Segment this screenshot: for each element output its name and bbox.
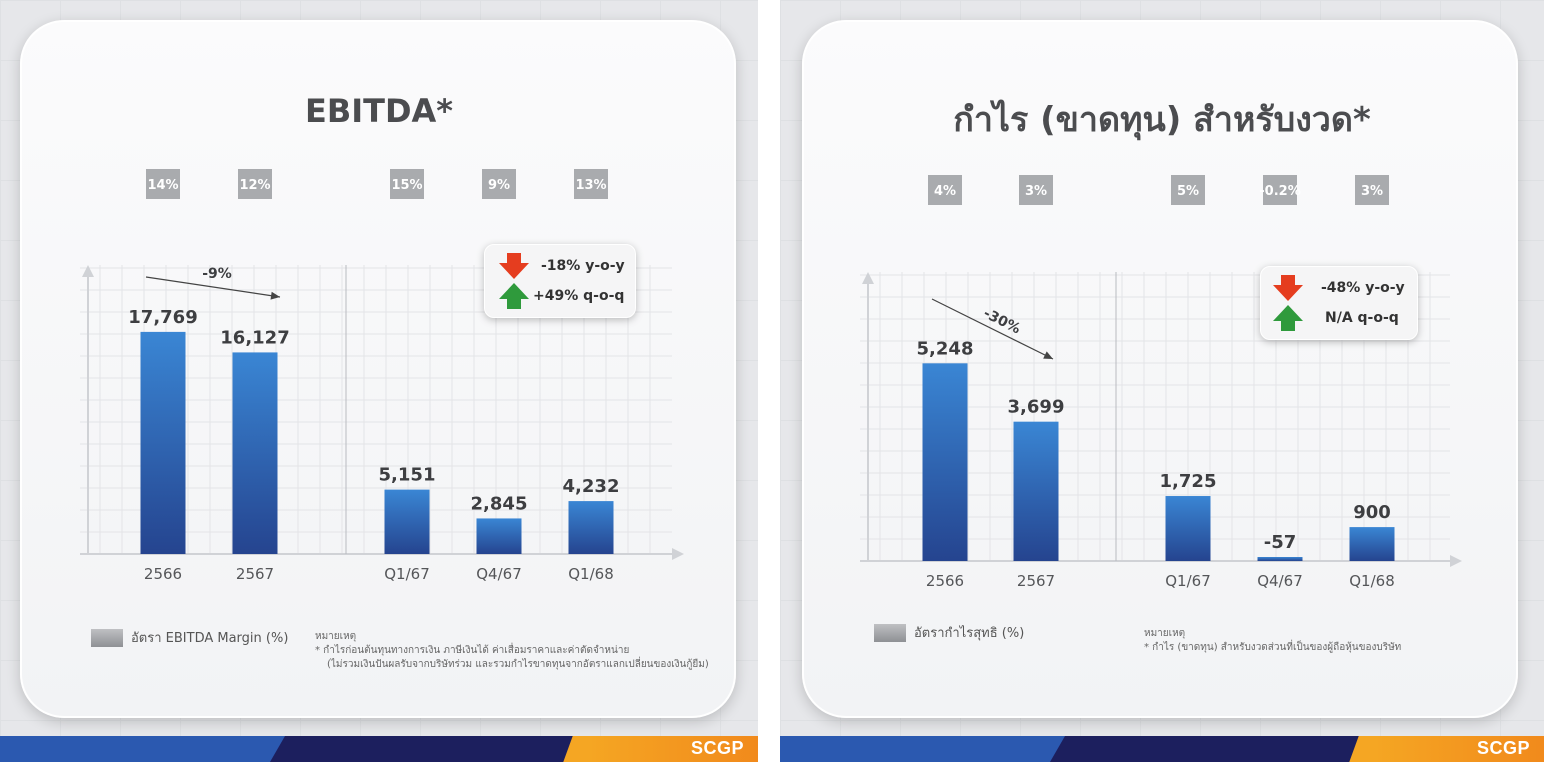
margin-label: 9% xyxy=(488,178,510,193)
arrow-down-icon xyxy=(499,253,529,279)
brand-logo: SCGP xyxy=(690,738,744,758)
category-label: Q4/67 xyxy=(1257,572,1303,590)
bar xyxy=(476,518,522,554)
data-label: 4,232 xyxy=(563,476,620,497)
data-label: 900 xyxy=(1353,502,1391,523)
footer-bar: SCGP xyxy=(780,736,1544,762)
data-label: 5,151 xyxy=(379,465,436,486)
brand-logo: SCGP xyxy=(1476,738,1530,758)
qoq-change: N/A q-o-q xyxy=(1325,310,1399,326)
margin-box xyxy=(1171,175,1205,205)
y-axis-arrow xyxy=(82,265,94,277)
net-profit-change-callout: -48% y-o-y N/A q-o-q xyxy=(1260,266,1418,340)
margin-label: 15% xyxy=(391,178,422,193)
footnote-line: * กำไร (ขาดทุน) สำหรับงวดส่วนที่เป็นของผ… xyxy=(1144,642,1402,653)
net-profit-legend: อัตรากำไรสุทธิ (%) xyxy=(874,622,1024,643)
ebitda-legend: อัตรา EBITDA Margin (%) xyxy=(91,627,288,648)
bar xyxy=(568,501,614,554)
legend-swatch xyxy=(91,628,123,647)
trend-label: -9% xyxy=(202,266,232,282)
category-label: Q1/68 xyxy=(568,565,614,583)
footnote-line: * กำไรก่อนต้นทุนทางการเงิน ภาษีเงินได้ ค… xyxy=(315,645,630,656)
footnote-heading: หมายเหตุ xyxy=(1144,628,1186,639)
margin-box xyxy=(390,169,424,199)
margin-label: -0.2% xyxy=(1259,184,1300,199)
margin-label: 13% xyxy=(575,178,606,193)
margin-box xyxy=(1263,175,1297,205)
yoy-change: -18% y-o-y xyxy=(541,258,625,274)
yoy-change: -48% y-o-y xyxy=(1321,280,1405,296)
data-label: 2,845 xyxy=(471,493,528,514)
footnote-heading: หมายเหตุ xyxy=(315,631,357,642)
ebitda-chart: 17,769 2566 14% 16,127 2567 12% 5,151 Q1/67 15% 2… xyxy=(80,169,684,583)
category-label: 2566 xyxy=(144,565,182,583)
margin-box xyxy=(574,169,608,199)
x-axis-arrow xyxy=(672,548,684,560)
ebitda-footnote: หมายเหตุ * กำไรก่อนต้นทุนทางการเงิน ภาษี… xyxy=(315,630,709,672)
margin-label: 3% xyxy=(1025,184,1047,199)
margin-box xyxy=(482,169,516,199)
category-label: Q1/67 xyxy=(1165,572,1211,590)
margin-box xyxy=(1355,175,1389,205)
legend-swatch xyxy=(874,623,906,642)
margin-box xyxy=(238,169,272,199)
data-label: 1,725 xyxy=(1160,471,1217,492)
ebitda-change-callout: -18% y-o-y +49% q-o-q xyxy=(484,244,636,318)
bar xyxy=(1165,496,1211,561)
ebitda-title: EBITDA* xyxy=(304,92,454,130)
bar xyxy=(922,363,968,561)
data-label: 17,769 xyxy=(128,307,197,328)
bar xyxy=(1013,421,1059,561)
arrow-down-icon xyxy=(1273,275,1303,301)
legend-label: อัตรากำไรสุทธิ (%) xyxy=(914,626,1025,641)
data-label: 16,127 xyxy=(220,327,289,348)
x-axis-arrow xyxy=(1450,555,1462,567)
bar xyxy=(232,352,278,554)
trend-label: -30% xyxy=(981,305,1023,337)
y-axis-arrow xyxy=(862,272,874,284)
net-profit-panel: กำไร (ขาดทุน) สำหรับงวด* 5,248 2566 4% 3,69… xyxy=(780,0,1544,762)
category-label: 2566 xyxy=(926,572,964,590)
category-label: Q1/67 xyxy=(384,565,430,583)
data-label: 5,248 xyxy=(917,338,974,359)
ebitda-card xyxy=(20,20,736,718)
legend-label: อัตรา EBITDA Margin (%) xyxy=(131,631,289,646)
bar xyxy=(1257,557,1303,561)
margin-box xyxy=(928,175,962,205)
arrow-up-icon xyxy=(1273,305,1303,331)
trend-arrow xyxy=(931,298,1054,360)
bar xyxy=(140,331,186,554)
margin-box xyxy=(146,169,180,199)
margin-label: 4% xyxy=(934,184,956,199)
margin-label: 14% xyxy=(147,178,178,193)
trend-arrowhead xyxy=(270,291,280,300)
net-profit-card xyxy=(802,20,1518,718)
category-label: Q4/67 xyxy=(476,565,522,583)
footnote-line: (ไม่รวมเงินปันผลรับจากบริษัทร่วม และรวมก… xyxy=(327,659,709,670)
net-profit-title: กำไร (ขาดทุน) สำหรับงวด* xyxy=(953,100,1371,140)
qoq-change: +49% q-o-q xyxy=(533,288,625,304)
margin-label: 3% xyxy=(1361,184,1383,199)
margin-label: 5% xyxy=(1177,184,1199,199)
category-label: 2567 xyxy=(236,565,274,583)
trend-arrow xyxy=(145,276,281,298)
trend-arrowhead xyxy=(1043,351,1053,359)
category-label: 2567 xyxy=(1017,572,1055,590)
data-label: 3,699 xyxy=(1008,397,1065,418)
data-label: -57 xyxy=(1264,532,1297,553)
margin-box xyxy=(1019,175,1053,205)
arrow-up-icon xyxy=(499,283,529,309)
ebitda-panel: EBITDA* 17,769 2566 14% 16,127 2567 12% 5,151 Q… xyxy=(0,0,758,762)
footer-bar: SCGP xyxy=(0,736,758,762)
margin-label: 12% xyxy=(239,178,270,193)
net-profit-footnote: หมายเหตุ * กำไร (ขาดทุน) สำหรับงวดส่วนที… xyxy=(1144,627,1401,655)
bar xyxy=(384,489,430,554)
category-label: Q1/68 xyxy=(1349,572,1395,590)
bar xyxy=(1349,527,1395,561)
